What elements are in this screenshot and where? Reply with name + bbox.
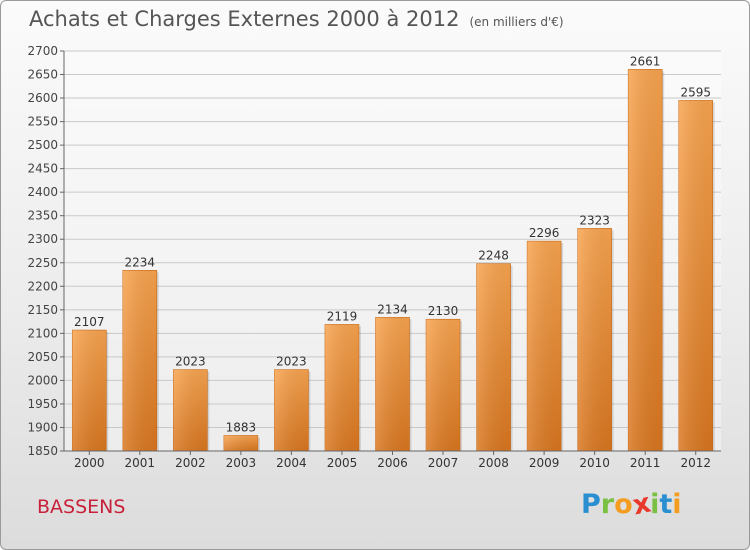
bar-highlight xyxy=(426,319,461,451)
y-tick-label: 2400 xyxy=(27,185,58,199)
bar-value-label: 2234 xyxy=(125,255,156,269)
x-tick-label: 2005 xyxy=(327,456,358,470)
x-tick-label: 2011 xyxy=(630,456,661,470)
y-tick-label: 2100 xyxy=(27,326,58,340)
bar-highlight xyxy=(122,270,157,451)
logo-letter: r xyxy=(600,489,615,520)
bar-value-label: 2248 xyxy=(478,249,509,263)
x-tick-label: 2007 xyxy=(428,456,459,470)
bar-value-label: 2119 xyxy=(327,309,358,323)
y-tick-label: 2300 xyxy=(27,232,58,246)
bar-highlight xyxy=(628,69,663,452)
y-tick-label: 1950 xyxy=(27,397,58,411)
bar-value-label: 2323 xyxy=(579,213,610,227)
bar-highlight xyxy=(72,330,107,451)
bar-highlight xyxy=(476,263,511,451)
x-tick-label: 2009 xyxy=(529,456,560,470)
bar-value-label: 2130 xyxy=(428,304,459,318)
bar-highlight xyxy=(577,228,612,451)
y-tick-label: 2350 xyxy=(27,209,58,223)
x-tick-label: 2008 xyxy=(478,456,509,470)
y-tick-label: 2250 xyxy=(27,256,58,270)
bar-value-label: 2661 xyxy=(630,54,661,68)
bar-highlight xyxy=(274,369,309,451)
bar-highlight xyxy=(173,369,208,451)
logo-letter: t xyxy=(659,489,673,520)
x-tick-label: 2003 xyxy=(226,456,257,470)
y-tick-label: 2050 xyxy=(27,350,58,364)
logo-letter: i xyxy=(650,489,660,520)
axis-layer: 1850 1900 1950 2000 2050 2100 2150 2200 2250 2300… xyxy=(27,44,721,470)
chart-title-text: Achats et Charges Externes 2000 à 2012 xyxy=(29,7,460,31)
chart-subtitle: (en milliers d'€) xyxy=(469,15,564,29)
location-label: BASSENS xyxy=(37,496,126,518)
y-tick-label: 2700 xyxy=(27,44,58,58)
bar-value-label: 2023 xyxy=(276,355,307,369)
y-tick-label: 1850 xyxy=(27,444,58,458)
y-tick-label: 2000 xyxy=(27,373,58,387)
bar-value-label: 2107 xyxy=(74,315,105,329)
bar-value-label: 2023 xyxy=(175,355,206,369)
x-tick-label: 2006 xyxy=(377,456,408,470)
bar-value-label: 2296 xyxy=(529,226,560,240)
bar-layer xyxy=(71,69,715,452)
bar-highlight xyxy=(678,100,713,451)
bar-highlight xyxy=(375,317,410,451)
y-tick-label: 2150 xyxy=(27,303,58,317)
y-tick-label: 2450 xyxy=(27,162,58,176)
bar-value-label: 1883 xyxy=(226,420,257,434)
chart-title: Achats et Charges Externes 2000 à 2012 (e… xyxy=(29,7,564,31)
y-tick-label: 2200 xyxy=(27,279,58,293)
y-tick-label: 2500 xyxy=(27,138,58,152)
x-tick-label: 2004 xyxy=(276,456,307,470)
bar-highlight xyxy=(223,435,258,451)
logo-letter: i xyxy=(672,489,682,520)
bar-highlight xyxy=(527,241,562,451)
y-tick-label: 1900 xyxy=(27,420,58,434)
x-tick-label: 2012 xyxy=(680,456,711,470)
y-tick-label: 2600 xyxy=(27,91,58,105)
y-tick-label: 2650 xyxy=(27,68,58,82)
logo-letter: P xyxy=(581,489,601,520)
bar-value-label: 2595 xyxy=(680,85,711,99)
y-tick-label: 2550 xyxy=(27,115,58,129)
x-tick-label: 2002 xyxy=(175,456,206,470)
x-tick-label: 2000 xyxy=(74,456,105,470)
logo-letter: o xyxy=(614,489,633,520)
proxiti-logo: Proxiti xyxy=(581,488,682,522)
x-tick-label: 2001 xyxy=(125,456,156,470)
bar-highlight xyxy=(324,324,359,451)
x-tick-label: 2010 xyxy=(579,456,610,470)
bar-value-label: 2134 xyxy=(377,302,408,316)
